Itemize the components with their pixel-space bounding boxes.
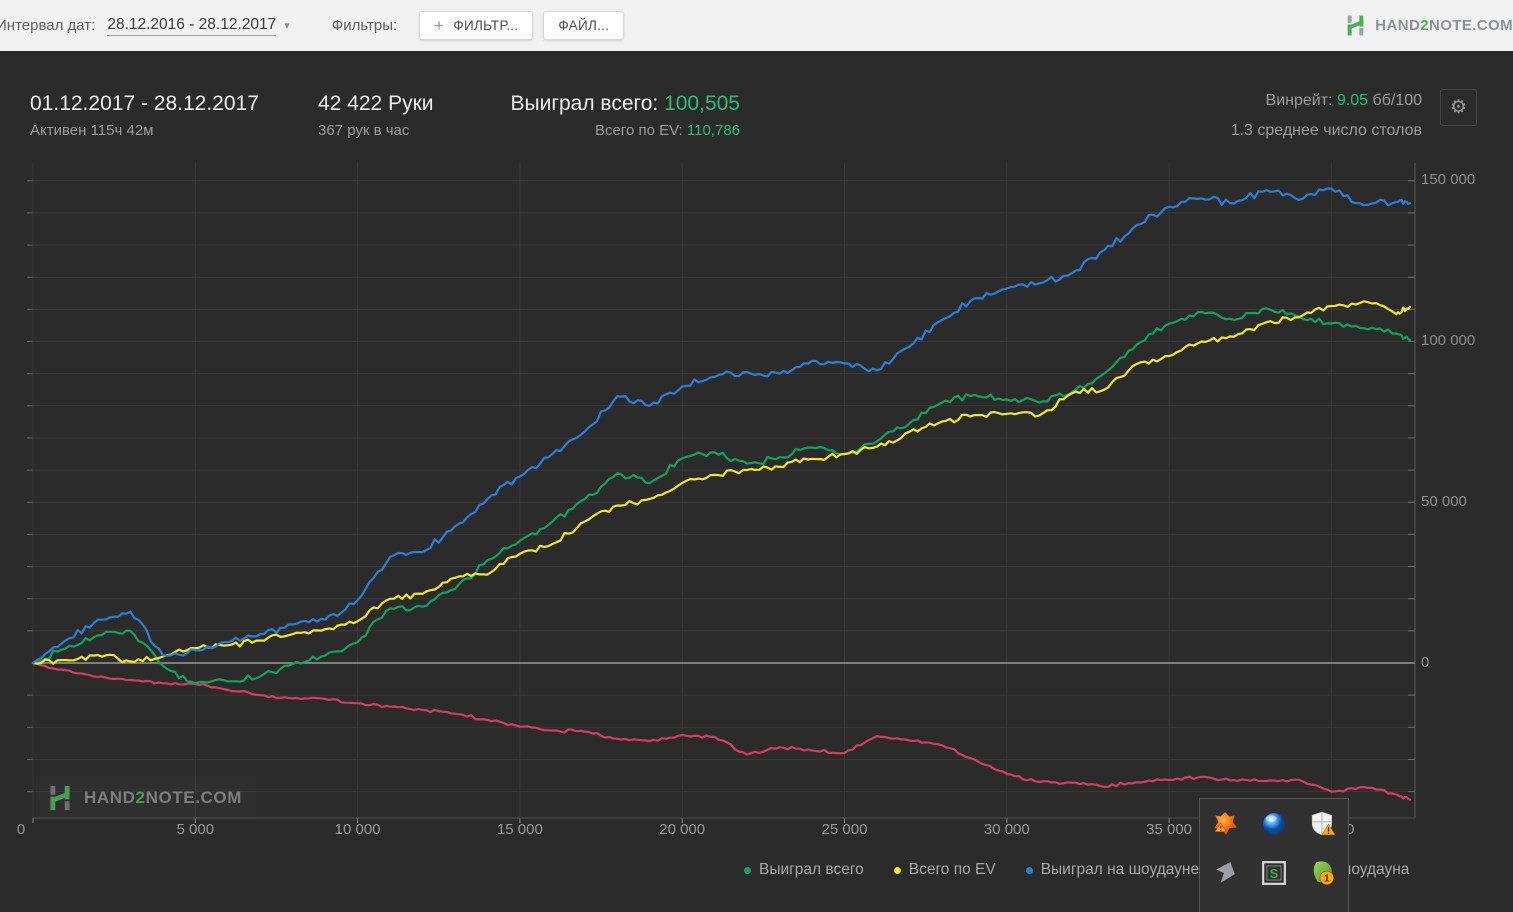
legend-item-3[interactable]: Выиграл на шоудауне [1025, 861, 1200, 879]
green-leaf-badge-icon[interactable]: 1 [1310, 860, 1336, 886]
legend-label: Выиграл на шоудауне [1040, 861, 1200, 878]
won-total: Выиграл всего: 100,505 [510, 92, 740, 115]
ev-total-value: 110,786 [686, 122, 740, 139]
s-letter: S [1270, 866, 1279, 881]
legend-dot [893, 866, 901, 874]
active-time: Активен 115ч 42м [30, 122, 154, 139]
gear-icon: ⚙ [1449, 97, 1468, 118]
x-axis-label: 0 [16, 821, 26, 838]
x-axis-label: 25 000 [821, 821, 868, 838]
file-filter-button[interactable]: ФАЙЛ... [543, 11, 625, 40]
x-axis-label: 20 000 [659, 821, 706, 838]
winnings-chart[interactable] [26, 163, 1416, 825]
filters-label: Фильтры: [331, 17, 398, 34]
avg-tables: 1.3 среднее число столов [1230, 122, 1422, 139]
tray-overflow-popup: S 1 [1199, 798, 1349, 912]
ev-total: Всего по EV: 110,786 [594, 122, 740, 139]
graph-panel: 01.12.2017 - 28.12.2017 Активен 115ч 42м… [0, 51, 1513, 912]
interval-label: Интервал дат: [0, 17, 96, 34]
legend-dot [744, 866, 751, 874]
antivirus-orange-icon[interactable] [1212, 811, 1238, 837]
top-toolbar: Интервал дат: 28.12.2016 - 28.12.2017 ▾ … [0, 0, 1513, 51]
legend-dot [1025, 866, 1033, 874]
watermark-logo-icon [50, 785, 70, 811]
series-2-line [31, 300, 1412, 665]
watermark-text: HAND2NOTE.COM [84, 788, 242, 807]
y-axis-label: 150 000 [1421, 171, 1476, 189]
hand2note-logo-icon [1347, 15, 1364, 36]
s-square-icon[interactable]: S [1261, 860, 1287, 886]
date-range-selector[interactable]: 28.12.2016 - 28.12.2017 [107, 16, 277, 36]
add-filter-button[interactable]: + ФИЛЬТР... [419, 11, 534, 40]
legend-item-1[interactable]: Выиграл всего [744, 861, 864, 879]
defender-warning-icon[interactable] [1310, 811, 1336, 837]
series-3-line [31, 187, 1412, 665]
x-axis-label: 15 000 [496, 821, 543, 838]
winrate: Винрейт: 9.05 бб/100 [1265, 92, 1422, 109]
gray-arrow-icon[interactable] [1212, 860, 1238, 886]
winrate-value: 9.05 [1336, 92, 1369, 109]
series-4-line [31, 661, 1412, 801]
x-axis-label: 5 000 [176, 821, 215, 838]
hand2note-logo: HAND2NOTE.COM [1344, 14, 1513, 37]
badge-count: 1 [1324, 874, 1330, 885]
report-date-range: 01.12.2017 - 28.12.2017 [30, 92, 259, 115]
x-axis-label: 35 000 [1146, 821, 1193, 838]
chart-settings-button[interactable]: ⚙ [1440, 89, 1477, 126]
y-axis-label: 0 [1421, 653, 1430, 671]
legend-label: Всего по EV [908, 861, 996, 878]
file-button-label: ФАЙЛ... [558, 18, 610, 33]
x-axis-label: 30 000 [983, 821, 1030, 838]
chevron-down-icon[interactable]: ▾ [284, 20, 290, 32]
y-axis-label: 50 000 [1421, 492, 1467, 510]
series-1-line [31, 307, 1412, 685]
logo-text: HAND2NOTE.COM [1375, 17, 1513, 34]
won-total-value: 100,505 [664, 92, 740, 115]
hands-total: 42 422 Руки [318, 92, 434, 115]
legend-item-2[interactable]: Всего по EV [893, 861, 996, 879]
chart-watermark: HAND2NOTE.COM [36, 776, 256, 820]
hands-per-hour: 367 рук в час [318, 122, 410, 139]
x-axis-label: 10 000 [334, 821, 381, 838]
filter-button-label: ФИЛЬТР... [453, 18, 519, 33]
y-axis-label: 100 000 [1421, 332, 1476, 349]
legend-label: Выиграл всего [759, 861, 864, 878]
plus-icon: + [434, 15, 445, 35]
blue-sphere-icon[interactable] [1261, 811, 1287, 837]
